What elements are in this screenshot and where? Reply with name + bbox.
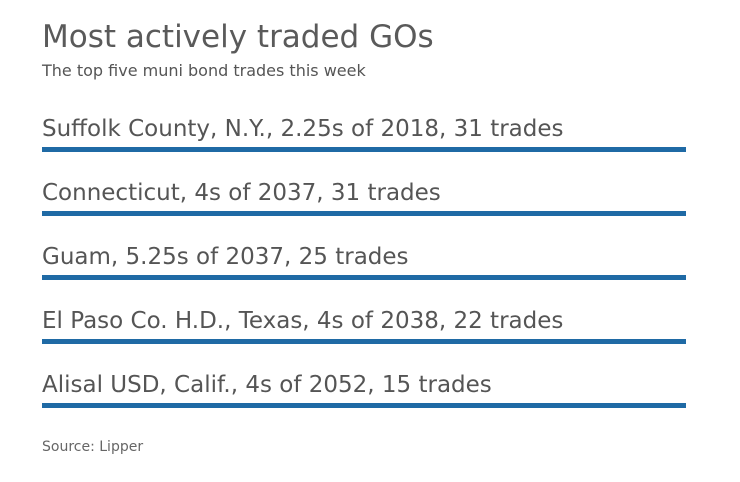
chart-title: Most actively traded GOs: [42, 19, 434, 55]
trades-list: Suffolk County, N.Y., 2.25s of 2018, 31 …: [42, 110, 686, 430]
chart-subtitle: The top five muni bond trades this week: [42, 61, 366, 80]
trade-label: Alisal USD, Calif., 4s of 2052, 15 trade…: [42, 372, 492, 398]
trade-underline-bar: [42, 147, 686, 152]
trade-label: El Paso Co. H.D., Texas, 4s of 2038, 22 …: [42, 308, 564, 334]
list-item: Suffolk County, N.Y., 2.25s of 2018, 31 …: [42, 110, 686, 174]
trade-label: Guam, 5.25s of 2037, 25 trades: [42, 244, 409, 270]
trade-underline-bar: [42, 275, 686, 280]
trade-label: Connecticut, 4s of 2037, 31 trades: [42, 180, 441, 206]
trade-label: Suffolk County, N.Y., 2.25s of 2018, 31 …: [42, 116, 564, 142]
source-note: Source: Lipper: [42, 439, 144, 455]
list-item: Connecticut, 4s of 2037, 31 trades: [42, 174, 686, 238]
trade-underline-bar: [42, 403, 686, 408]
list-item: Alisal USD, Calif., 4s of 2052, 15 trade…: [42, 366, 686, 430]
list-item: El Paso Co. H.D., Texas, 4s of 2038, 22 …: [42, 302, 686, 366]
trade-underline-bar: [42, 339, 686, 344]
list-item: Guam, 5.25s of 2037, 25 trades: [42, 238, 686, 302]
trade-underline-bar: [42, 211, 686, 216]
